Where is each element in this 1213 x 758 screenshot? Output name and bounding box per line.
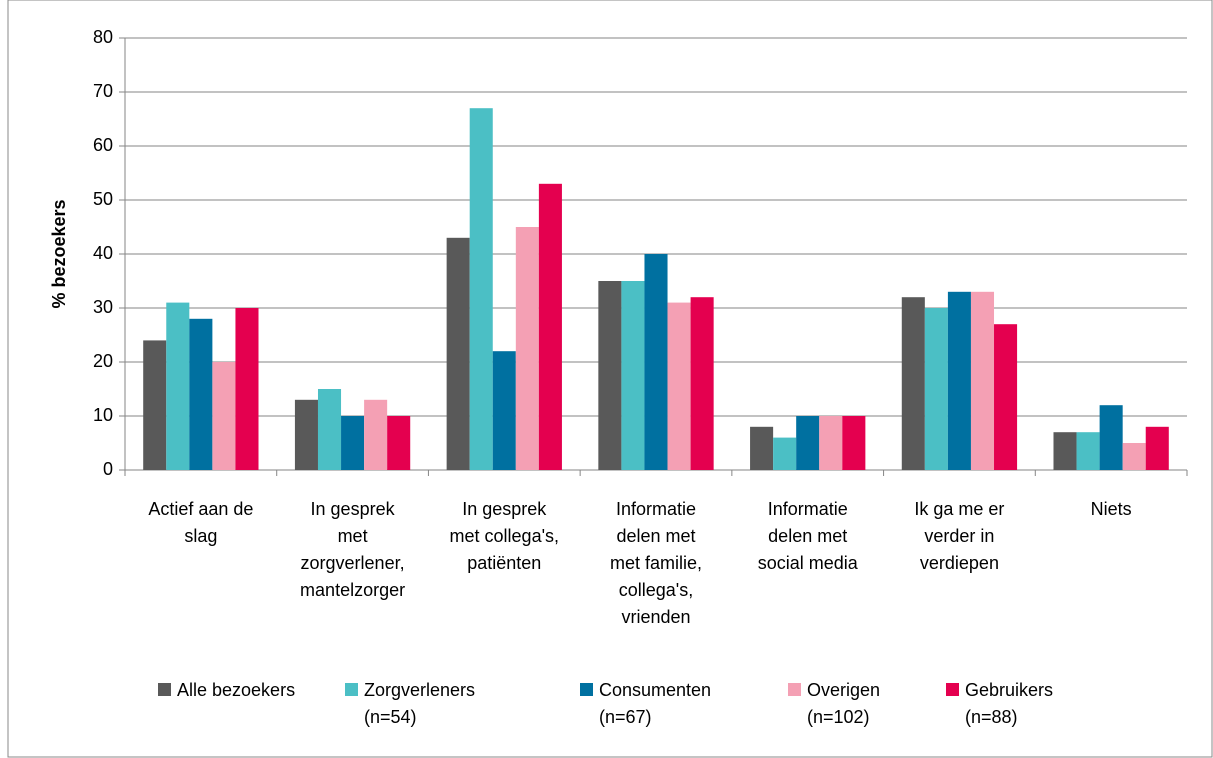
legend-label: Gebruikers (n=88) xyxy=(965,680,1053,727)
bar xyxy=(667,302,691,470)
bar xyxy=(644,254,668,470)
x-tick-label: Informatie delen met social media xyxy=(758,499,859,573)
bar xyxy=(235,308,259,470)
bar xyxy=(212,362,236,470)
bar xyxy=(446,237,470,470)
y-tick-label: 20 xyxy=(93,351,113,371)
legend-swatch xyxy=(345,683,358,696)
x-tick-label: Informatie delen met met familie, collega's… xyxy=(610,499,702,627)
y-tick-label: 0 xyxy=(103,459,113,479)
bar xyxy=(538,183,562,471)
bar xyxy=(1122,443,1146,470)
bar xyxy=(1099,405,1123,470)
legend-swatch xyxy=(158,683,171,696)
y-tick-label: 50 xyxy=(93,189,113,209)
bar xyxy=(317,389,342,470)
legend-label: Overigen (n=102) xyxy=(807,680,880,727)
x-tick-label: Ik ga me er verder in verdiepen xyxy=(914,499,1004,573)
bar xyxy=(1076,432,1100,470)
x-tick-label: Niets xyxy=(1091,499,1132,519)
bar xyxy=(842,416,866,470)
legend-swatch xyxy=(788,683,801,696)
bar xyxy=(690,297,714,470)
y-tick-label: 60 xyxy=(93,135,113,155)
bar xyxy=(1145,426,1169,470)
y-axis-label: % bezoekers xyxy=(49,199,69,308)
bar xyxy=(294,399,318,470)
bar xyxy=(189,318,213,470)
y-tick-label: 30 xyxy=(93,297,113,317)
bar xyxy=(469,108,493,470)
bar xyxy=(143,340,167,470)
bar xyxy=(492,351,516,470)
legend-label: Consumenten (n=67) xyxy=(599,680,711,727)
bar xyxy=(796,416,820,470)
x-tick-label: In gesprek met zorgverlener, mantelzorger xyxy=(300,499,405,600)
bar xyxy=(819,416,843,470)
y-tick-label: 70 xyxy=(93,81,113,101)
legend-label: Zorgverleners (n=54) xyxy=(364,680,475,727)
bar xyxy=(515,227,539,470)
bar xyxy=(750,426,774,470)
bar xyxy=(924,308,948,470)
y-tick-label: 40 xyxy=(93,243,113,263)
bar xyxy=(994,324,1018,470)
bar xyxy=(621,281,645,470)
bar xyxy=(1053,432,1077,470)
y-tick-label: 10 xyxy=(93,405,113,425)
bar xyxy=(598,281,622,470)
legend-swatch xyxy=(580,683,593,696)
legend-swatch xyxy=(946,683,959,696)
x-tick-label: Actief aan de slag xyxy=(148,499,253,546)
bar xyxy=(387,416,411,470)
bar xyxy=(166,302,190,470)
bar xyxy=(947,291,971,470)
y-tick-label: 80 xyxy=(93,27,113,47)
bar xyxy=(970,291,995,470)
legend-label: Alle bezoekers xyxy=(177,680,295,700)
bar xyxy=(773,437,797,470)
bar xyxy=(341,416,365,470)
bar xyxy=(901,297,925,470)
bar xyxy=(364,399,388,470)
x-tick-label: In gesprek met collega's, patiënten xyxy=(450,499,560,573)
chart-frame xyxy=(7,0,1213,758)
